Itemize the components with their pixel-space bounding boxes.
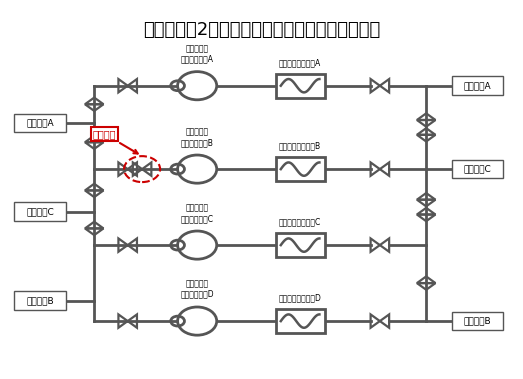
Text: 供給母管B: 供給母管B (464, 316, 492, 326)
Text: 原子炉補機冷却器D: 原子炉補機冷却器D (279, 294, 322, 302)
Text: 戻り母管A: 戻り母管A (26, 118, 54, 127)
FancyBboxPatch shape (15, 202, 66, 221)
Text: 供給母管C: 供給母管C (464, 164, 492, 174)
Text: 原子炉補機
冷却水ポンプC: 原子炉補機 冷却水ポンプC (180, 204, 214, 223)
Text: 原子炉補機
冷却水ポンプD: 原子炉補機 冷却水ポンプD (180, 279, 214, 299)
FancyBboxPatch shape (452, 312, 504, 330)
FancyBboxPatch shape (15, 291, 66, 310)
FancyBboxPatch shape (452, 160, 504, 179)
Text: 原子炉補機冷却器B: 原子炉補機冷却器B (279, 142, 321, 150)
Text: 原子炉補機
冷却水ポンプB: 原子炉補機 冷却水ポンプB (181, 127, 213, 147)
FancyBboxPatch shape (276, 157, 325, 181)
Text: 当該箇所: 当該箇所 (93, 129, 138, 153)
Text: 伊方発電所2号機　原子炉補機冷却水系統概略図: 伊方発電所2号機 原子炉補機冷却水系統概略図 (143, 21, 380, 39)
Text: 原子炉補機冷却器C: 原子炉補機冷却器C (279, 218, 321, 227)
Text: 原子炉補機
冷却水ポンプA: 原子炉補機 冷却水ポンプA (180, 44, 214, 63)
Text: 戻り母管C: 戻り母管C (26, 207, 54, 216)
Text: 原子炉補機冷却器A: 原子炉補機冷却器A (279, 58, 321, 67)
FancyBboxPatch shape (15, 114, 66, 132)
FancyBboxPatch shape (276, 74, 325, 98)
FancyBboxPatch shape (452, 77, 504, 95)
Text: 供給母管A: 供給母管A (464, 81, 492, 90)
FancyBboxPatch shape (276, 233, 325, 257)
FancyBboxPatch shape (276, 309, 325, 333)
Text: 戻り母管B: 戻り母管B (26, 296, 54, 305)
